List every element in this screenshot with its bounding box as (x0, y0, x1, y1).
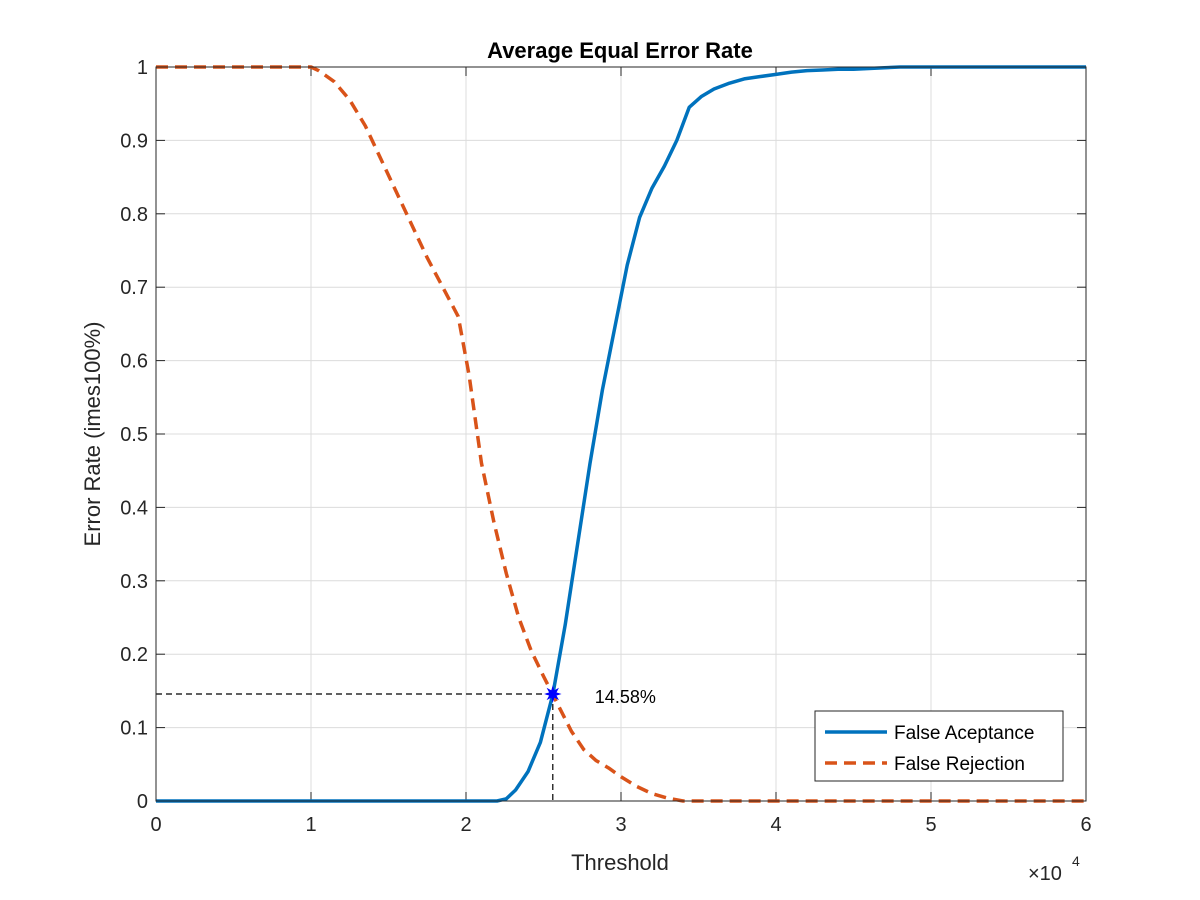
y-tick-label: 1 (137, 57, 148, 79)
y-tick-label: 0.8 (120, 204, 148, 226)
eer-point-marker (544, 685, 562, 703)
legend: False Aceptance False Rejection (814, 710, 1064, 782)
eer-value-label: 14.58% (595, 687, 656, 707)
legend-label-false-rejection: False Rejection (894, 754, 1025, 775)
x-tick-label: 3 (615, 814, 626, 836)
series-layer (156, 65, 1086, 803)
y-tick-label: 0.5 (120, 424, 148, 446)
series-line-false-aceptance (156, 65, 1086, 803)
x-tick-label: 6 (1080, 814, 1091, 836)
y-tick-label: 0.1 (120, 718, 148, 740)
legend-box (814, 710, 1064, 782)
x-tick-label: 5 (925, 814, 936, 836)
x-tick-label: 2 (460, 814, 471, 836)
x-axis-multiplier-base: ×10 (1028, 863, 1062, 885)
plot-frame (155, 66, 1087, 802)
y-tick-label: 0.4 (120, 497, 148, 519)
legend-label-false-aceptance: False Aceptance (894, 723, 1034, 744)
y-tick-label: 0.6 (120, 351, 148, 373)
x-axis-label: Threshold (571, 850, 669, 875)
x-axis-multiplier-exponent: 4 (1072, 853, 1080, 869)
y-tick-label: 0.7 (120, 277, 148, 299)
x-axis-multiplier: ×10 4 (1028, 853, 1080, 885)
y-tick-label: 0.9 (120, 130, 148, 152)
y-axis-ticks: 0 0.1 0.2 0.3 0.4 0.5 0.6 0.7 0.8 0.9 1 (120, 57, 1086, 813)
y-tick-label: 0 (137, 791, 148, 813)
eer-annotation: 14.58% (156, 685, 656, 801)
x-tick-label: 1 (305, 814, 316, 836)
y-tick-label: 0.2 (120, 644, 148, 666)
y-tick-label: 0.3 (120, 571, 148, 593)
y-axis-label: Error Rate (imes100%) (80, 322, 105, 547)
chart-title: Average Equal Error Rate (487, 38, 753, 63)
x-tick-label: 0 (150, 814, 161, 836)
series-line-false-rejection (156, 65, 1086, 803)
x-tick-label: 4 (770, 814, 781, 836)
